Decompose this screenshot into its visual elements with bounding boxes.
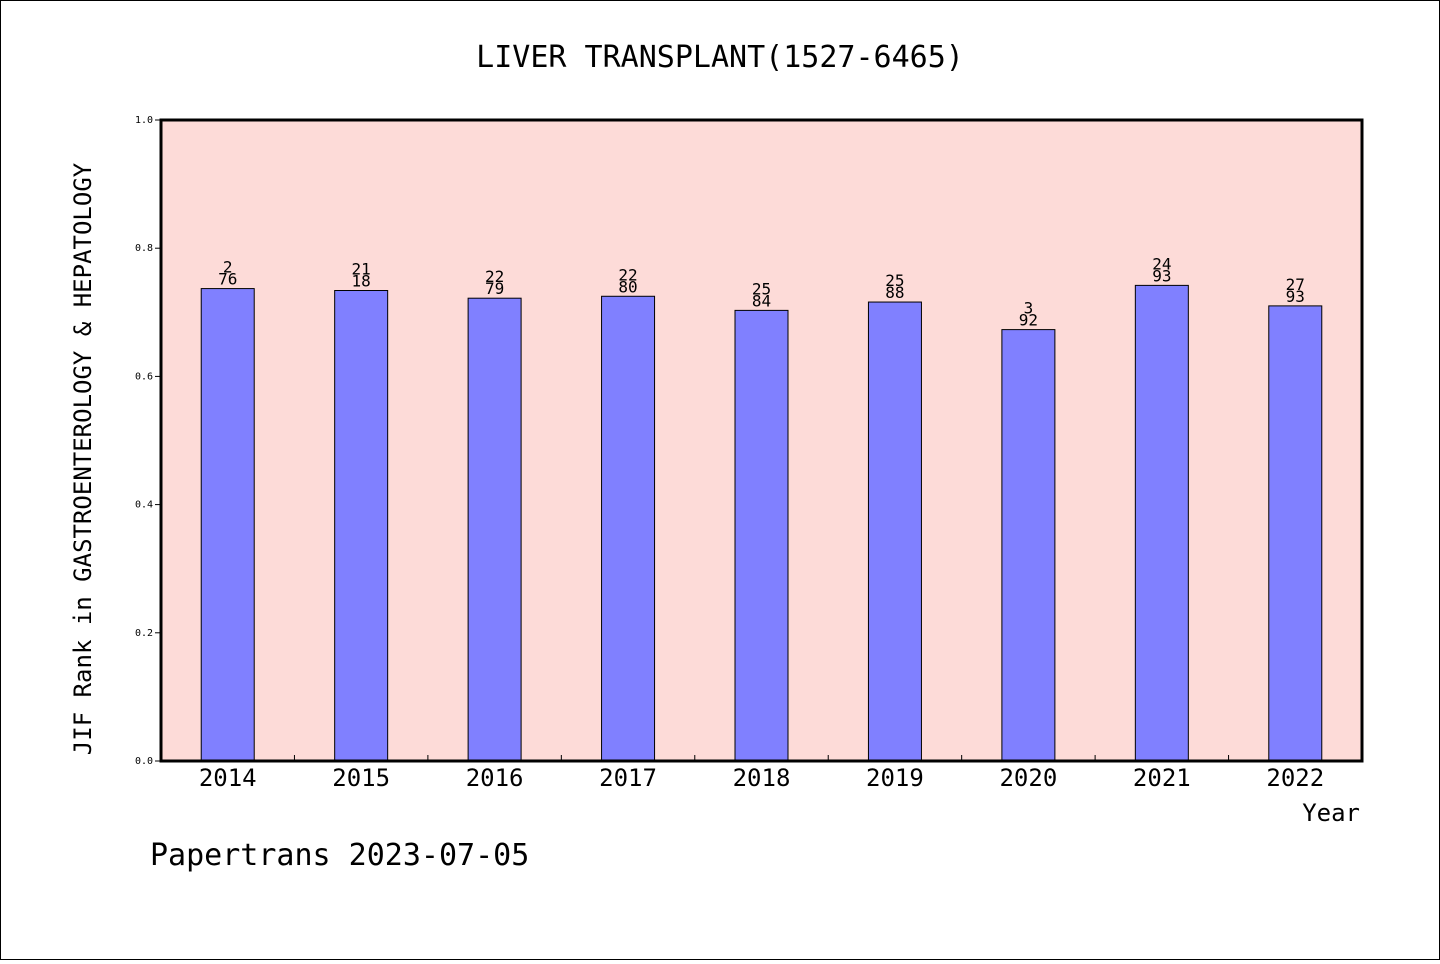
x-tick-label: 2017 [599, 764, 657, 792]
y-tick-label: 0.0 [135, 756, 153, 767]
bar-value-label: 76 [218, 270, 237, 289]
bar-2014 [200, 288, 255, 762]
y-tick-label: 0.2 [135, 628, 153, 639]
bar-value-label: 22 [485, 267, 504, 286]
y-tick-label: 0.6 [135, 371, 153, 382]
bar-value-label: 25 [885, 271, 904, 290]
bar-2022 [1268, 305, 1323, 762]
bar-value-label: 80 [618, 277, 637, 296]
bar-2015 [334, 290, 389, 762]
bar-2017 [601, 295, 656, 762]
bar-value-label: 21 [352, 260, 371, 279]
x-tick-label: 2019 [866, 764, 924, 792]
bar-value-label: 22 [618, 265, 637, 284]
bar-value-label: 93 [1286, 287, 1305, 306]
bar-value-label: 25 [752, 279, 771, 298]
y-axis-label: JIF Rank in GASTROENTEROLOGY & HEPATOLOG… [69, 162, 97, 755]
y-tick-label: 0.8 [135, 243, 153, 254]
bar-2021 [1134, 284, 1189, 762]
bar-value-label: 3 [1024, 299, 1034, 318]
bar-value-label: 88 [885, 283, 904, 302]
footer-text: Papertrans 2023-07-05 [150, 838, 529, 873]
chart-title: LIVER TRANSPLANT(1527-6465) [476, 40, 964, 75]
x-axis-label: Year [1302, 799, 1360, 827]
y-ticks-group: 0.0 0.2 0.4 0.6 0.8 1.0 [135, 115, 161, 767]
x-tick-label: 2016 [466, 764, 524, 792]
bar-2020 [1001, 329, 1056, 762]
x-tick-label: 2021 [1133, 764, 1191, 792]
plot-border [159, 118, 1364, 763]
x-tick-label: 2022 [1266, 764, 1324, 792]
bar-2018 [734, 309, 789, 762]
bars-group [200, 284, 1323, 762]
bar-value-label: 92 [1019, 311, 1038, 330]
bar-value-label: 24 [1152, 254, 1171, 273]
y-tick-label: 1.0 [135, 115, 153, 126]
x-tick-label: 2015 [332, 764, 390, 792]
x-tick-label: 2018 [733, 764, 791, 792]
x-tick-label: 2020 [999, 764, 1057, 792]
bar-value-label: 27 [1286, 275, 1305, 294]
bar-2016 [467, 297, 522, 762]
bar-value-label: 79 [485, 279, 504, 298]
bar-value-label: 93 [1152, 266, 1171, 285]
x-ticks-group: 2014 2015 2016 2017 2018 2019 2020 2021 2022 [199, 755, 1324, 792]
bar-2019 [867, 301, 922, 762]
y-tick-label: 0.4 [135, 500, 153, 511]
bar-value-label: 18 [352, 272, 371, 291]
x-tick-label: 2014 [199, 764, 257, 792]
bar-value-label: 84 [752, 291, 771, 310]
bar-value-label: 2 [223, 258, 233, 277]
